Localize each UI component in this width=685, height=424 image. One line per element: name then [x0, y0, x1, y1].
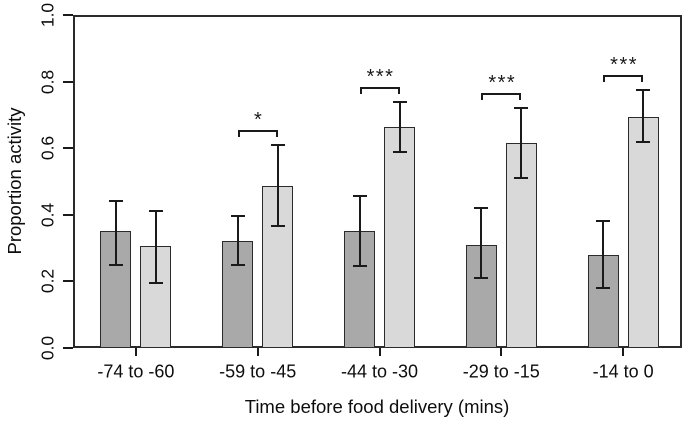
y-axis-tick-label: 0.2 — [37, 269, 58, 294]
error-bar-cap-top — [230, 215, 245, 218]
error-bar-line — [520, 108, 523, 179]
error-bar-line — [480, 208, 483, 279]
x-axis-title: Time before food delivery (mins) — [244, 396, 510, 417]
error-bar-cap-bottom — [352, 265, 367, 268]
significance-bracket — [603, 74, 644, 77]
y-axis-tick-label: 0.8 — [37, 69, 58, 94]
error-bar-cap-top — [596, 220, 611, 223]
bar-light-grey-bars-2 — [384, 126, 415, 347]
y-axis-tick — [63, 280, 73, 283]
error-bar-cap-bottom — [230, 263, 245, 266]
y-axis-tick — [63, 147, 73, 150]
significance-bracket-end — [603, 74, 606, 82]
x-axis-tick — [134, 348, 137, 356]
x-axis-tick-label: -59 to -45 — [219, 361, 297, 382]
error-bar-cap-top — [636, 88, 651, 91]
error-bar-line — [602, 221, 605, 289]
significance-stars: * — [254, 108, 264, 131]
error-bar-line — [276, 144, 279, 227]
error-bar-cap-bottom — [596, 287, 611, 290]
significance-bracket — [237, 129, 278, 132]
error-bar-line — [358, 196, 361, 267]
significance-bracket-end — [519, 93, 522, 101]
significance-stars: *** — [610, 53, 639, 76]
y-axis-tick-label: 0.6 — [37, 136, 58, 161]
error-bar-cap-bottom — [636, 140, 651, 143]
bar-light-grey-bars-4 — [627, 116, 659, 347]
x-axis-tick — [256, 348, 259, 356]
x-axis-tick — [622, 348, 625, 356]
error-bar-cap-top — [270, 143, 285, 146]
x-axis-tick-label: -14 to 0 — [592, 361, 654, 382]
error-bar-cap-bottom — [108, 263, 123, 266]
error-bar-line — [398, 101, 401, 152]
error-bar-cap-top — [514, 107, 529, 110]
error-bar-line — [114, 201, 117, 265]
significance-bracket-end — [359, 86, 362, 94]
error-bar-cap-bottom — [392, 150, 407, 153]
y-axis-tick-label: 0.0 — [37, 335, 58, 361]
error-bar-line — [236, 216, 239, 265]
error-bar-cap-top — [474, 207, 489, 210]
y-axis-tick — [63, 347, 73, 349]
significance-bracket-end — [641, 74, 644, 82]
significance-bracket-end — [481, 93, 484, 101]
error-bar-cap-top — [352, 195, 367, 198]
y-axis-tick-label: 1.0 — [37, 2, 58, 28]
significance-bracket-end — [237, 129, 240, 137]
error-bar-cap-top — [148, 210, 163, 213]
x-axis-tick — [500, 348, 503, 356]
error-bar-cap-bottom — [514, 177, 529, 180]
significance-bracket — [481, 93, 522, 96]
error-bar-cap-top — [108, 200, 123, 203]
y-axis-tick — [63, 80, 73, 83]
x-axis-tick-label: -44 to -30 — [340, 361, 419, 382]
error-bar-cap-top — [392, 100, 407, 103]
plot-area — [73, 15, 682, 348]
error-bar-cap-bottom — [474, 277, 489, 280]
significance-stars: *** — [488, 72, 517, 95]
error-bar-line — [642, 89, 645, 142]
significance-bracket-end — [275, 129, 278, 137]
significance-stars: *** — [366, 65, 395, 88]
x-axis-tick-label: -29 to -15 — [462, 361, 540, 382]
y-axis-title: Proportion activity — [4, 107, 25, 255]
y-axis-tick — [63, 14, 73, 16]
error-bar-cap-bottom — [148, 282, 163, 285]
significance-bracket — [359, 86, 400, 89]
error-bar-cap-bottom — [270, 225, 285, 228]
error-bar-line — [154, 211, 157, 284]
y-axis-tick — [63, 213, 73, 216]
x-axis-tick-label: -74 to -60 — [97, 361, 175, 382]
significance-bracket-end — [397, 86, 400, 94]
x-axis-tick — [378, 348, 381, 356]
y-axis-tick-label: 0.4 — [37, 202, 58, 227]
